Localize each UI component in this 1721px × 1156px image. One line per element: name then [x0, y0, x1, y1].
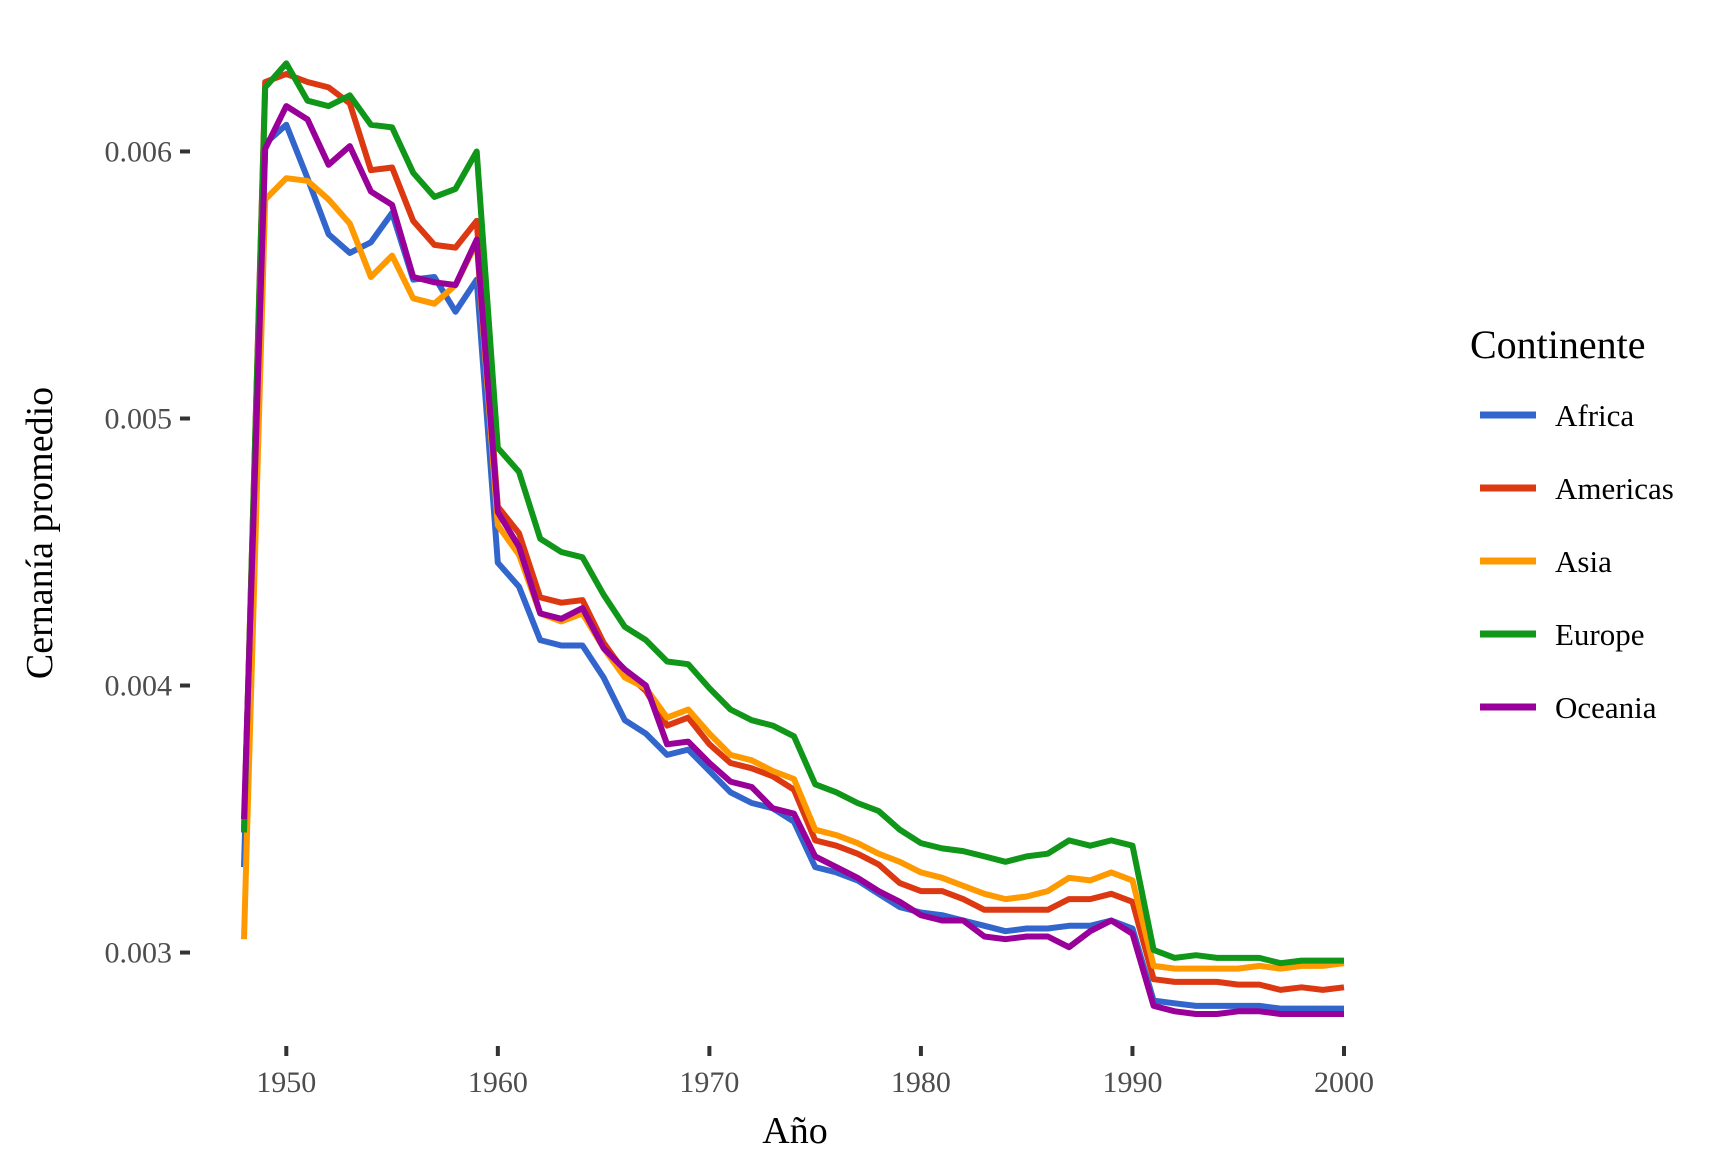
x-tick-label: 1960	[468, 1066, 528, 1099]
x-axis-title: Año	[762, 1110, 827, 1152]
legend-label-africa: Africa	[1555, 398, 1634, 433]
series-line-europe	[241, 60, 1344, 967]
legend-label-oceania: Oceania	[1555, 690, 1657, 725]
legend: Continente Africa Americas Asia Europe Ocean…	[1470, 322, 1674, 725]
legend-label-asia: Asia	[1555, 544, 1612, 579]
series-line-americas	[241, 71, 1345, 993]
series-line-oceania	[241, 103, 1344, 1017]
x-tick-label: 1950	[256, 1066, 316, 1099]
y-tick-label: 0.006	[105, 135, 173, 168]
y-tick-label: 0.005	[105, 402, 173, 435]
x-tick-label: 1980	[891, 1066, 951, 1099]
legend-label-americas: Americas	[1555, 471, 1674, 506]
x-tick-label: 2000	[1314, 1066, 1374, 1099]
y-axis: 0.003 0.004 0.005 0.006	[105, 135, 190, 970]
x-axis: 1950 1960 1970 1980 1990 2000	[256, 1046, 1374, 1099]
y-tick-label: 0.004	[105, 670, 173, 703]
legend-title: Continente	[1470, 322, 1646, 367]
legend-label-europe: Europe	[1555, 617, 1645, 652]
y-tick-label: 0.003	[105, 937, 173, 970]
x-tick-label: 1970	[679, 1066, 739, 1099]
x-tick-label: 1990	[1102, 1066, 1162, 1099]
series-layer	[241, 60, 1345, 1017]
series-line-asia	[241, 175, 1345, 972]
y-axis-title: Cernanía promedio	[19, 387, 61, 679]
